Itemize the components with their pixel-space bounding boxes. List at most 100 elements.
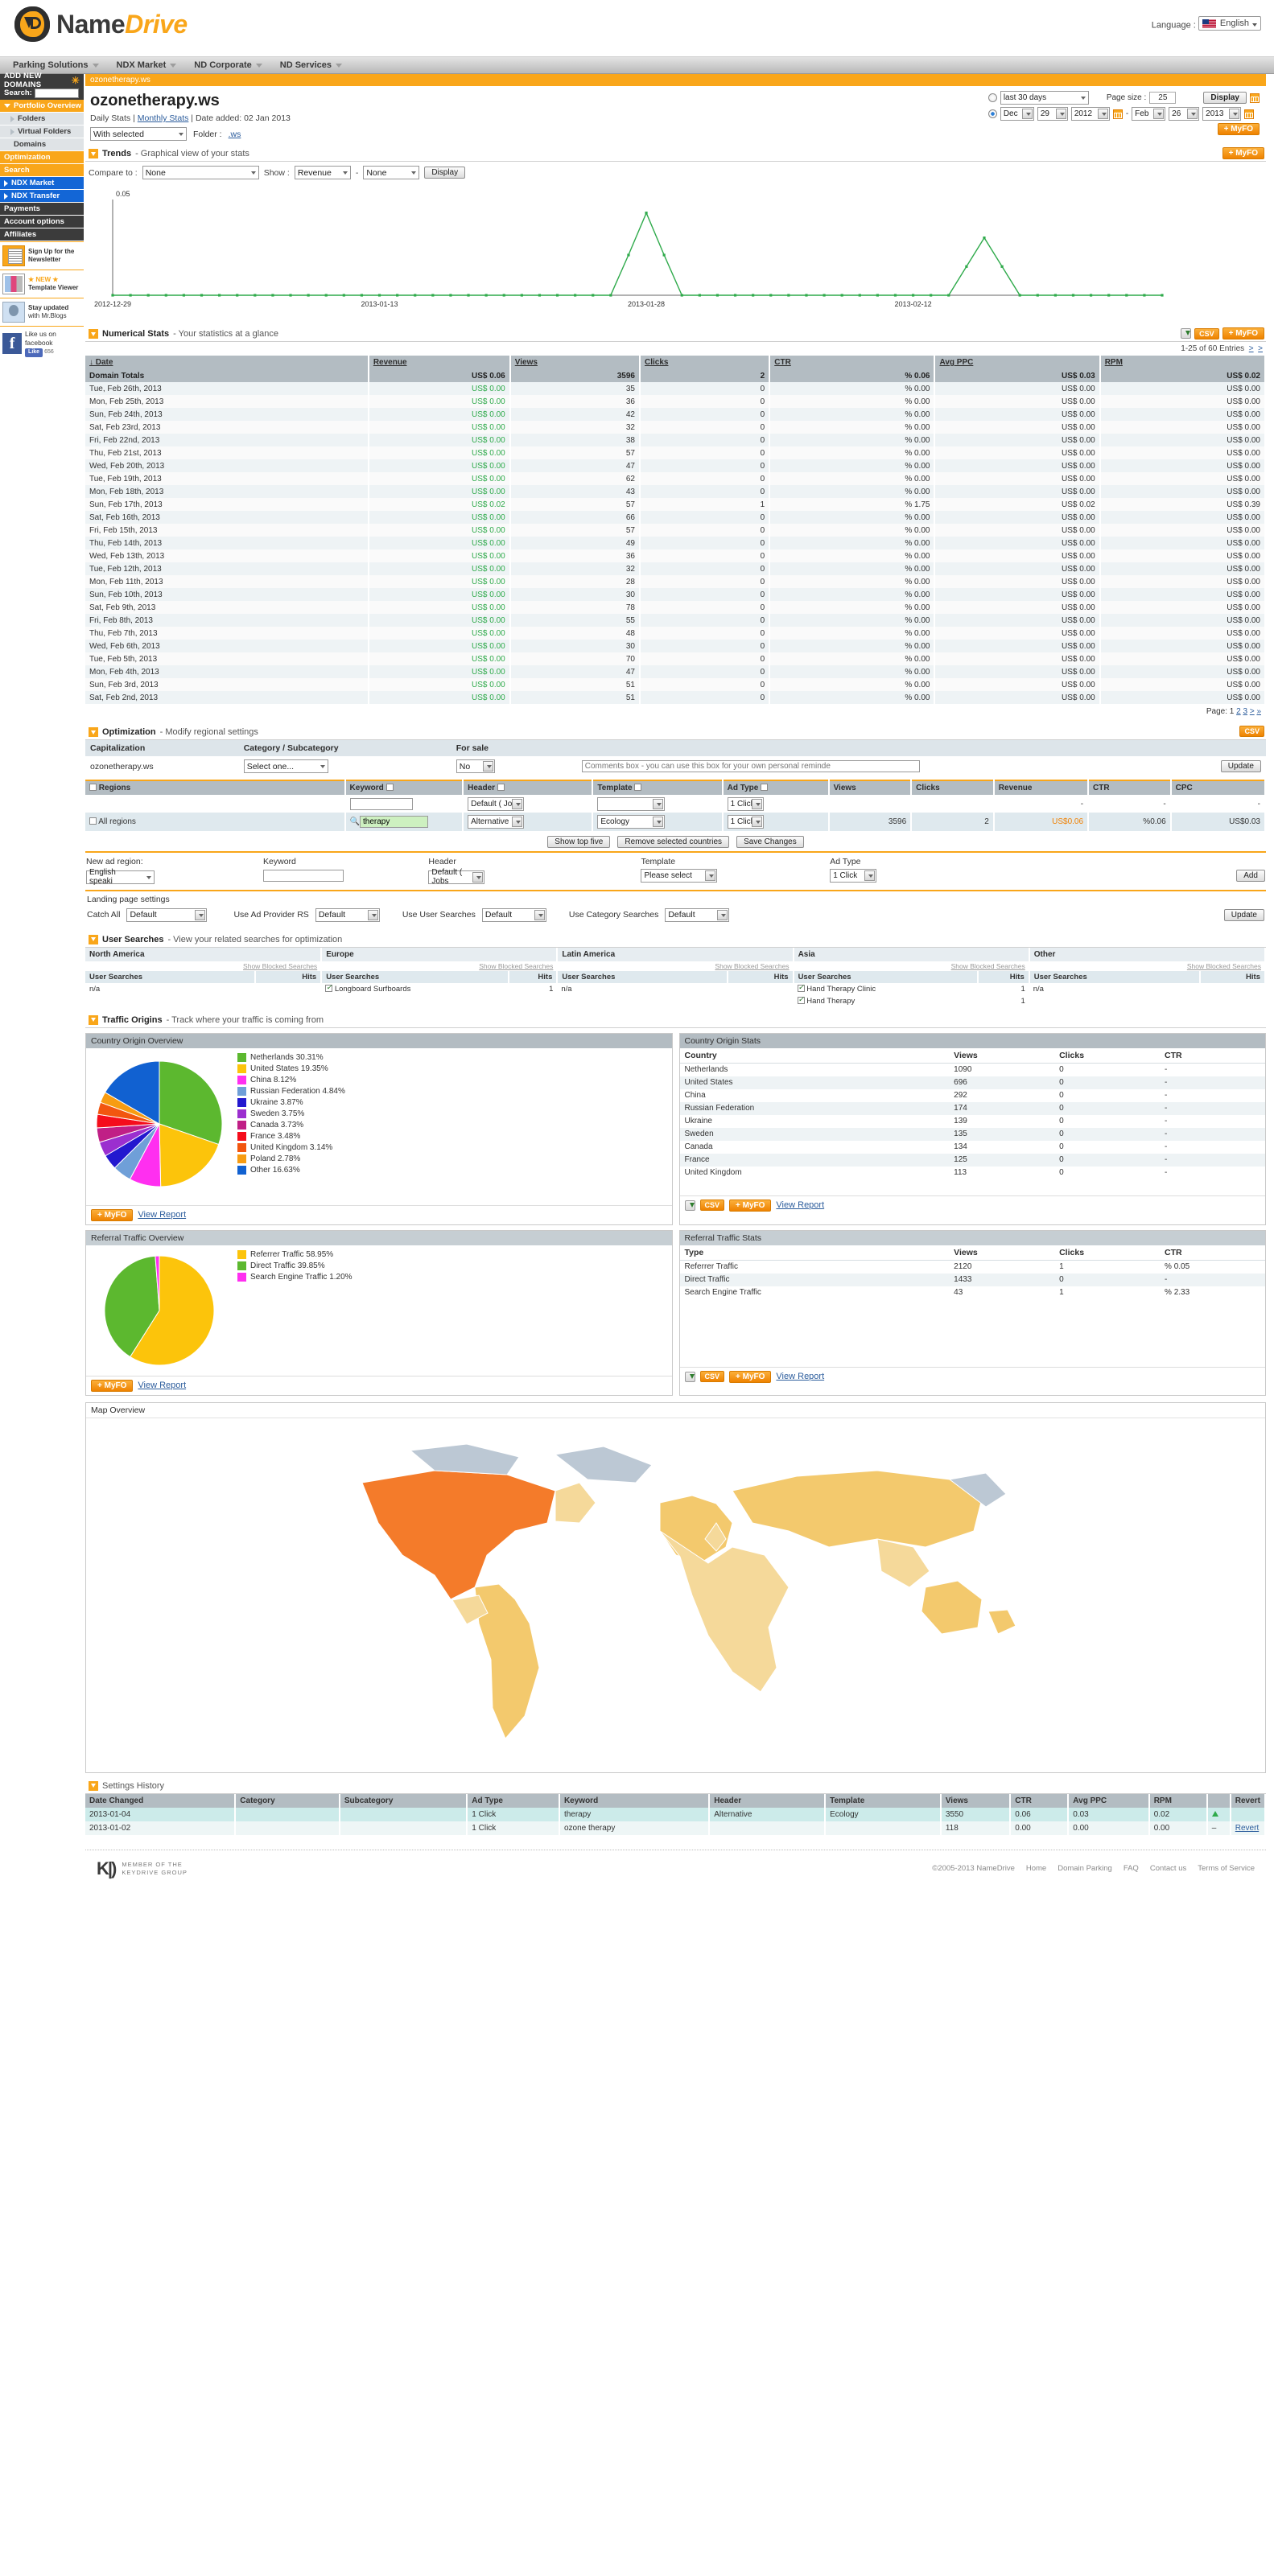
- entries-next-link[interactable]: >: [1248, 344, 1254, 353]
- promo-newsletter[interactable]: Sign Up for the Newsletter: [0, 241, 84, 270]
- map-region-oceania[interactable]: [920, 1579, 983, 1635]
- view-report-country-stats[interactable]: View Report: [776, 1200, 825, 1210]
- to-year-dropdown[interactable]: 2013: [1202, 107, 1242, 121]
- compare-dropdown[interactable]: None: [142, 166, 259, 179]
- csv-button-referral[interactable]: CSV: [699, 1371, 725, 1382]
- footer-link-contact-us[interactable]: Contact us: [1149, 1864, 1187, 1873]
- col-opt-ctr[interactable]: CTR: [1088, 780, 1172, 795]
- with-selected-dropdown[interactable]: With selected: [90, 127, 187, 141]
- sidebar-add-new-domains[interactable]: ADD NEW DOMAINS ✳: [0, 72, 84, 89]
- sidebar-item-virtual-folders[interactable]: Virtual Folders: [0, 126, 84, 138]
- view-report-referral[interactable]: View Report: [138, 1381, 187, 1390]
- checkbox-regions[interactable]: [89, 784, 97, 791]
- col-date[interactable]: ↓ Date: [85, 356, 369, 369]
- add-region-button[interactable]: Add: [1236, 870, 1265, 883]
- remove-selected-countries-button[interactable]: Remove selected countries: [617, 836, 730, 848]
- csv-button-optimization[interactable]: CSV: [1239, 726, 1264, 737]
- download-icon[interactable]: [684, 1200, 695, 1211]
- checkbox-all-regions[interactable]: [89, 817, 97, 825]
- collapse-toggle-icon[interactable]: [89, 149, 98, 158]
- region-template-dropdown[interactable]: Ecology: [597, 815, 666, 829]
- checkbox-header[interactable]: [497, 784, 505, 791]
- to-day-dropdown[interactable]: 26: [1169, 107, 1200, 121]
- world-map[interactable]: [314, 1426, 1038, 1764]
- pager-next[interactable]: >: [1249, 707, 1255, 716]
- sidebar-item-domains[interactable]: Domains: [0, 138, 84, 150]
- map-region-africa[interactable]: [659, 1530, 790, 1693]
- show-metric-1-dropdown[interactable]: Revenue: [294, 166, 351, 179]
- calendar-icon[interactable]: [1250, 93, 1260, 103]
- entries-last-link[interactable]: >: [1258, 344, 1263, 353]
- language-selector[interactable]: Language : English: [1152, 16, 1261, 31]
- footer-link-terms[interactable]: Terms of Service: [1198, 1864, 1255, 1873]
- pager-page-1[interactable]: 1: [1229, 707, 1235, 716]
- download-icon[interactable]: [1181, 328, 1192, 339]
- sidebar-item-search[interactable]: Search: [0, 164, 84, 176]
- show-blocked-link[interactable]: Show Blocked Searches: [1186, 961, 1261, 970]
- csv-button-country[interactable]: CSV: [699, 1200, 725, 1211]
- map-region-india[interactable]: [876, 1537, 930, 1588]
- show-top-five-button[interactable]: Show top five: [547, 836, 611, 848]
- col-views[interactable]: Views: [509, 356, 641, 369]
- checkbox-search-term[interactable]: [797, 983, 805, 992]
- page-size-input[interactable]: 25: [1149, 92, 1177, 104]
- from-day-dropdown[interactable]: 29: [1037, 107, 1068, 121]
- col-opt-views[interactable]: Views: [828, 780, 913, 795]
- revert-link[interactable]: Revert: [1235, 1823, 1260, 1833]
- col-header[interactable]: Header: [463, 780, 594, 795]
- landing-update-button[interactable]: Update: [1223, 908, 1264, 921]
- folder-link[interactable]: .ws: [228, 129, 241, 139]
- col-rpm[interactable]: RPM: [1099, 356, 1267, 369]
- sidebar-item-affiliates[interactable]: Affiliates: [0, 228, 84, 241]
- promo-template-viewer[interactable]: ★ NEW ★ Template Viewer: [0, 270, 84, 298]
- show-blocked-link[interactable]: Show Blocked Searches: [243, 961, 318, 970]
- view-report-country[interactable]: View Report: [138, 1210, 187, 1220]
- col-template[interactable]: Template: [592, 780, 724, 795]
- map-region-europe[interactable]: [659, 1494, 733, 1564]
- cell-revert[interactable]: Revert: [1230, 1821, 1267, 1835]
- pager-last[interactable]: »: [1256, 707, 1261, 716]
- show-blocked-link[interactable]: Show Blocked Searches: [479, 961, 554, 970]
- new-region-dropdown[interactable]: English speaki: [86, 868, 155, 886]
- footer-link-domain-parking[interactable]: Domain Parking: [1058, 1864, 1112, 1873]
- download-icon[interactable]: [684, 1371, 695, 1382]
- to-month-dropdown[interactable]: Feb: [1132, 107, 1166, 121]
- namedrive-logo[interactable]: NameDrive: [14, 6, 188, 42]
- myfo-button-numerical[interactable]: + MyFO: [1222, 327, 1264, 339]
- view-report-referral-stats[interactable]: View Report: [776, 1372, 825, 1381]
- checkbox-keyword[interactable]: [385, 784, 394, 791]
- col-adtype[interactable]: Ad Type: [722, 780, 830, 795]
- search-input[interactable]: [34, 88, 79, 98]
- map-region-asia[interactable]: [731, 1469, 983, 1548]
- sidebar-item-ndx-transfer[interactable]: NDX Transfer: [0, 190, 84, 202]
- footer-link-home[interactable]: Home: [1025, 1864, 1047, 1873]
- checkbox-template[interactable]: [634, 784, 642, 791]
- menu-nd-services[interactable]: ND Services: [280, 60, 342, 70]
- sidebar-item-portfolio-overview[interactable]: Portfolio Overview: [0, 100, 84, 112]
- optimization-update-button[interactable]: Update: [1220, 760, 1261, 772]
- show-blocked-link[interactable]: Show Blocked Searches: [950, 961, 1025, 970]
- sidebar-item-payments[interactable]: Payments: [0, 203, 84, 215]
- category-dropdown[interactable]: Select one...: [243, 759, 328, 773]
- myfo-button-header[interactable]: + MyFO: [1217, 123, 1260, 135]
- checkbox-search-term[interactable]: [325, 983, 333, 992]
- display-button[interactable]: Display: [1203, 92, 1247, 104]
- col-revenue[interactable]: Revenue: [368, 356, 511, 369]
- new-keyword-input[interactable]: [349, 797, 413, 810]
- col-keyword[interactable]: Keyword: [344, 780, 464, 795]
- col-clicks[interactable]: Clicks: [639, 356, 771, 369]
- collapse-toggle-icon[interactable]: [89, 1014, 98, 1025]
- checkbox-search-term[interactable]: [797, 995, 805, 1004]
- collapse-toggle-icon[interactable]: [89, 727, 98, 737]
- map-region-north-america[interactable]: [361, 1469, 556, 1600]
- region-keyword-input[interactable]: [359, 816, 428, 828]
- collapse-toggle-icon[interactable]: [89, 329, 98, 339]
- menu-parking-solutions[interactable]: Parking Solutions: [13, 60, 99, 70]
- usersearches-dropdown[interactable]: Default: [481, 907, 546, 922]
- col-opt-revenue[interactable]: Revenue: [993, 780, 1090, 795]
- promo-mr-blogs[interactable]: Stay updated with Mr.Blogs: [0, 298, 84, 326]
- preset-range-dropdown[interactable]: last 30 days: [1000, 91, 1089, 105]
- blank-header-dropdown[interactable]: Default ( Jobs: [468, 796, 525, 811]
- col-opt-clicks[interactable]: Clicks: [911, 780, 995, 795]
- footer-link-faq[interactable]: FAQ: [1123, 1864, 1139, 1873]
